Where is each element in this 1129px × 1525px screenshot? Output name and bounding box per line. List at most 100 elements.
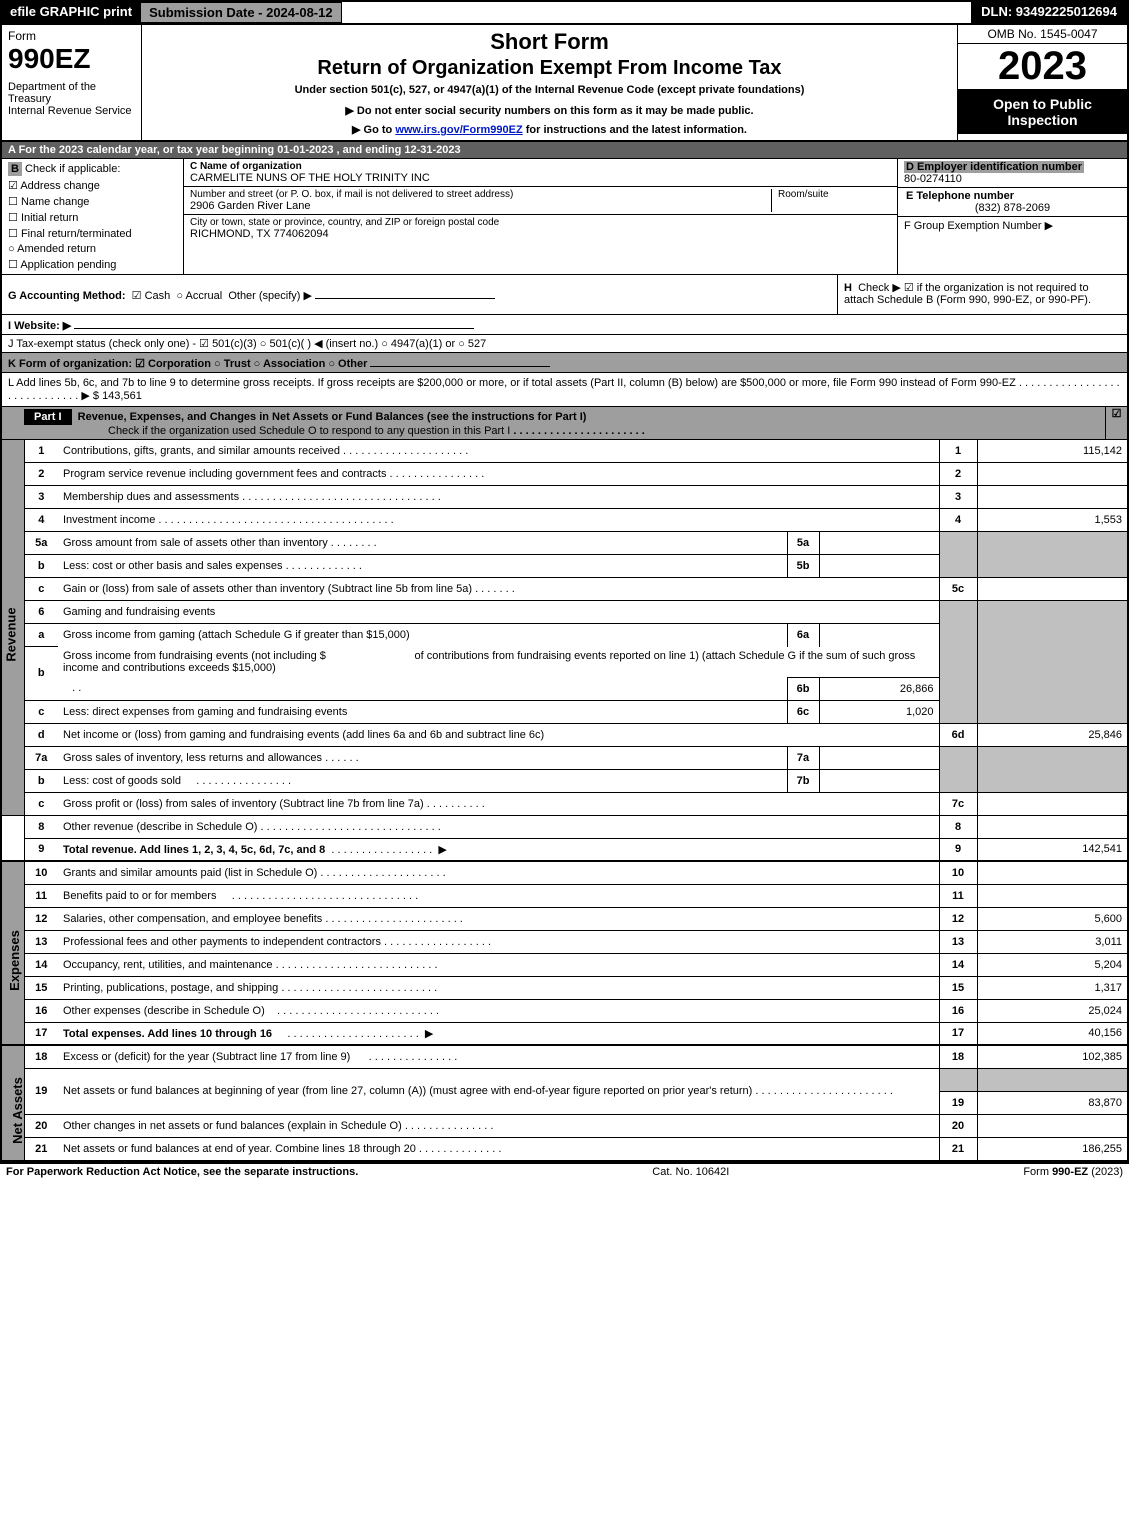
h-text: Check ▶ ☑ if the organization is not req… — [844, 282, 1091, 306]
line-6c-value: 1,020 — [819, 700, 939, 723]
open-to-public-badge: Open to Public Inspection — [958, 90, 1127, 134]
line-9: 9 Total revenue. Add lines 1, 2, 3, 4, 5… — [2, 838, 1127, 861]
department-label: Department of the Treasury Internal Reve… — [8, 81, 135, 117]
form-footer-label: Form 990-EZ (2023) — [1023, 1166, 1123, 1178]
form-label: Form — [8, 29, 135, 43]
header-left: Form 990EZ Department of the Treasury In… — [2, 25, 142, 140]
org-address-row: Number and street (or P. O. box, if mail… — [184, 187, 897, 215]
top-bar: efile GRAPHIC print Submission Date - 20… — [2, 2, 1127, 25]
part-1-title: Revenue, Expenses, and Changes in Net As… — [78, 411, 587, 423]
line-7c: c Gross profit or (loss) from sales of i… — [2, 792, 1127, 815]
website-field[interactable] — [74, 317, 474, 329]
line-14-value: 5,204 — [977, 953, 1127, 976]
line-5c: c Gain or (loss) from sale of assets oth… — [2, 578, 1127, 601]
line-2-value — [977, 463, 1127, 486]
line-2: 2 Program service revenue including gove… — [2, 463, 1127, 486]
part-1-header: Part I Revenue, Expenses, and Changes in… — [2, 406, 1127, 439]
part-1-check[interactable]: ☑ — [1105, 407, 1127, 439]
row-i-website: I Website: ▶ — [2, 315, 1127, 335]
line-17: 17 Total expenses. Add lines 10 through … — [2, 1022, 1127, 1045]
part-1-table: Revenue 1 Contributions, gifts, grants, … — [2, 439, 1127, 1160]
gross-receipts-value: 143,561 — [102, 390, 142, 402]
line-16: 16 Other expenses (describe in Schedule … — [2, 999, 1127, 1022]
line-6d-value: 25,846 — [977, 723, 1127, 746]
line-18: Net Assets 18 Excess or (deficit) for th… — [2, 1045, 1127, 1068]
line-9-value: 142,541 — [977, 838, 1127, 861]
omb-number: OMB No. 1545-0047 — [958, 25, 1127, 44]
netassets-side-label: Net Assets — [2, 1045, 24, 1160]
ein-value: 80-0274110 — [904, 173, 962, 185]
telephone-label: E Telephone number — [904, 190, 1016, 202]
line-1-value: 115,142 — [977, 440, 1127, 463]
tax-year: 2023 — [958, 44, 1127, 90]
expenses-side-label: Expenses — [2, 861, 24, 1045]
efile-print-label[interactable]: efile GRAPHIC print — [2, 2, 140, 23]
line-3: 3 Membership dues and assessments . . . … — [2, 486, 1127, 509]
org-name-value: CARMELITE NUNS OF THE HOLY TRINITY INC — [190, 172, 430, 184]
org-address-value: 2906 Garden River Lane — [190, 200, 513, 212]
line-11-value — [977, 884, 1127, 907]
group-exemption-label: F Group Exemption Number ▶ — [904, 220, 1053, 232]
line-7c-value — [977, 792, 1127, 815]
line-8-value — [977, 815, 1127, 838]
section-g-h: G Accounting Method: ☑ Cash ○ Accrual Ot… — [2, 275, 1127, 315]
chk-name-change[interactable]: ☐ Name change — [8, 195, 177, 208]
chk-application-pending[interactable]: ☐ Application pending — [8, 258, 177, 271]
line-16-value: 25,024 — [977, 999, 1127, 1022]
line-6a-value — [819, 624, 939, 647]
telephone-row: E Telephone number (832) 878-2069 — [898, 188, 1127, 217]
line-21: 21 Net assets or fund balances at end of… — [2, 1137, 1127, 1160]
chk-initial-return[interactable]: ☐ Initial return — [8, 211, 177, 224]
chk-amended-return[interactable]: ○ Amended return — [8, 243, 177, 255]
header-center: Short Form Return of Organization Exempt… — [142, 25, 957, 140]
line-13: 13 Professional fees and other payments … — [2, 930, 1127, 953]
line-19-1: 19 Net assets or fund balances at beginn… — [2, 1068, 1127, 1091]
line-6: 6 Gaming and fundraising events — [2, 601, 1127, 624]
line-7b-value — [819, 769, 939, 792]
column-d-e-f: D Employer identification number 80-0274… — [897, 159, 1127, 274]
line-19-value: 83,870 — [977, 1091, 1127, 1114]
org-name-label: C Name of organization — [190, 161, 430, 172]
irs-link[interactable]: www.irs.gov/Form990EZ — [395, 124, 522, 136]
line-14: 14 Occupancy, rent, utilities, and maint… — [2, 953, 1127, 976]
ssn-warning: ▶ Do not enter social security numbers o… — [148, 104, 951, 117]
b-header: B — [8, 162, 22, 176]
org-city-row: City or town, state or province, country… — [184, 215, 897, 242]
line-6d: d Net income or (loss) from gaming and f… — [2, 723, 1127, 746]
under-section-note: Under section 501(c), 527, or 4947(a)(1)… — [148, 84, 951, 96]
line-7a-value — [819, 746, 939, 769]
group-exemption-row: F Group Exemption Number ▶ — [898, 217, 1127, 274]
line-10: Expenses 10 Grants and similar amounts p… — [2, 861, 1127, 884]
line-15: 15 Printing, publications, postage, and … — [2, 976, 1127, 999]
chk-address-change[interactable]: ☑ Address change — [8, 179, 177, 192]
paperwork-notice: For Paperwork Reduction Act Notice, see … — [6, 1166, 358, 1178]
goto-instructions: ▶ Go to www.irs.gov/Form990EZ for instru… — [148, 123, 951, 136]
room-suite-label: Room/suite — [771, 189, 891, 212]
line-5c-value — [977, 578, 1127, 601]
ein-label: D Employer identification number — [904, 161, 1084, 173]
part-1-subtitle: Check if the organization used Schedule … — [8, 425, 510, 437]
line-4-value: 1,553 — [977, 509, 1127, 532]
dln-number: DLN: 93492225012694 — [971, 2, 1127, 23]
line-20: 20 Other changes in net assets or fund b… — [2, 1114, 1127, 1137]
column-b-check-applicable: B Check if applicable: ☑ Address change … — [2, 159, 184, 274]
line-11: 11 Benefits paid to or for members . . .… — [2, 884, 1127, 907]
form-990ez-page: efile GRAPHIC print Submission Date - 20… — [0, 0, 1129, 1162]
form-title: Return of Organization Exempt From Incom… — [148, 57, 951, 80]
line-5a-value — [819, 532, 939, 555]
telephone-value: (832) 878-2069 — [904, 202, 1121, 214]
form-header: Form 990EZ Department of the Treasury In… — [2, 25, 1127, 142]
h-prefix: H — [844, 282, 852, 294]
check-if-label: Check if applicable: — [25, 163, 120, 175]
ein-row: D Employer identification number 80-0274… — [898, 159, 1127, 188]
chk-final-return[interactable]: ☐ Final return/terminated — [8, 227, 177, 240]
schedule-b-check: H Check ▶ ☑ if the organization is not r… — [837, 275, 1127, 314]
line-13-value: 3,011 — [977, 930, 1127, 953]
line-8: 8 Other revenue (describe in Schedule O)… — [2, 815, 1127, 838]
header-right: OMB No. 1545-0047 2023 Open to Public In… — [957, 25, 1127, 140]
line-10-value — [977, 861, 1127, 884]
short-form-title: Short Form — [148, 29, 951, 55]
org-name-row: C Name of organization CARMELITE NUNS OF… — [184, 159, 897, 187]
line-17-value: 40,156 — [977, 1022, 1127, 1045]
column-c-org-info: C Name of organization CARMELITE NUNS OF… — [184, 159, 897, 274]
